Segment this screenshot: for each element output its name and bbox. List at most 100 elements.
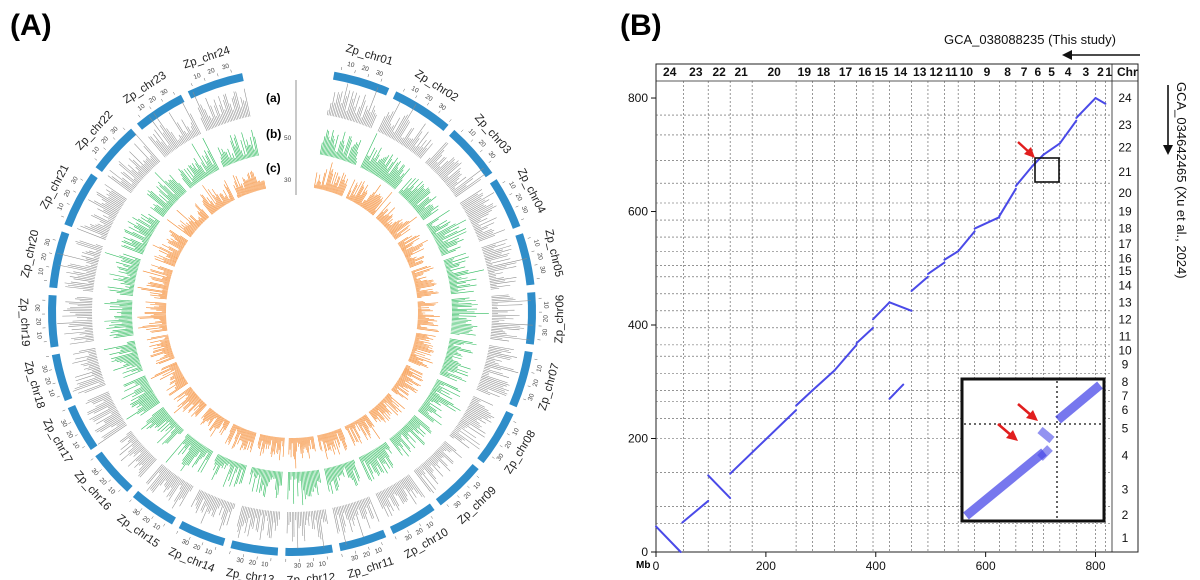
track-a-bar bbox=[89, 224, 109, 233]
track-a-bar bbox=[426, 142, 447, 165]
track-c-bar bbox=[223, 420, 229, 429]
track-b-bar bbox=[392, 436, 409, 457]
top-chr-label: 12 bbox=[930, 65, 944, 79]
track-c-bar bbox=[395, 382, 409, 393]
track-c-bar bbox=[378, 215, 385, 222]
track-c-bar bbox=[361, 416, 366, 422]
track-b-bar bbox=[130, 391, 154, 405]
track-c-bar bbox=[415, 288, 421, 291]
track-c-bar bbox=[405, 252, 413, 257]
track-b-bar bbox=[251, 468, 258, 492]
track-a-bar bbox=[152, 470, 170, 493]
track-b-bar bbox=[162, 207, 168, 213]
track-b-bar bbox=[310, 470, 314, 492]
track-a-bar bbox=[384, 123, 392, 136]
track-c-bar bbox=[350, 423, 362, 444]
track-c-bar bbox=[393, 227, 409, 239]
track-b-bar bbox=[424, 401, 431, 406]
track-c-bar bbox=[302, 437, 305, 450]
tick bbox=[68, 422, 72, 424]
track-a-bar bbox=[93, 214, 113, 224]
track-b-bar bbox=[207, 150, 219, 171]
tick-label: 30 bbox=[350, 554, 359, 563]
track-a-bar bbox=[436, 157, 455, 175]
track-c-bar bbox=[228, 425, 238, 445]
track-b-bar bbox=[250, 144, 254, 157]
tick bbox=[354, 70, 356, 74]
track-a-bar bbox=[181, 135, 186, 143]
track-b-bar bbox=[157, 423, 178, 444]
track-a-bar bbox=[470, 401, 489, 412]
track-c-bar bbox=[416, 328, 439, 332]
track-c-bar bbox=[403, 239, 428, 254]
track-b-bar bbox=[220, 157, 226, 167]
track-a-bar bbox=[463, 414, 480, 425]
track-b-bar bbox=[370, 451, 383, 473]
track-b-bar bbox=[422, 208, 439, 221]
tick bbox=[381, 542, 383, 546]
track-b-bar bbox=[380, 444, 390, 458]
track-c-bar bbox=[414, 279, 433, 285]
track-b-bar bbox=[396, 432, 411, 450]
track-c-bar bbox=[333, 430, 340, 448]
track-b-bar bbox=[191, 143, 211, 175]
track-c-bar bbox=[226, 186, 234, 201]
track-a-bar bbox=[135, 450, 148, 462]
track-b-bar bbox=[147, 193, 169, 212]
track-a-bar bbox=[87, 351, 96, 354]
track-c-bar bbox=[243, 188, 247, 195]
track-c-bar bbox=[244, 431, 252, 450]
track-c-bar bbox=[411, 350, 416, 352]
synteny-segment bbox=[729, 409, 798, 475]
track-b-bar bbox=[450, 290, 474, 295]
track-b-bar bbox=[123, 369, 144, 378]
track-b-bar bbox=[401, 427, 416, 443]
tick-label: 20 bbox=[514, 193, 524, 203]
track-b-bar bbox=[446, 354, 462, 360]
track-a-bar bbox=[478, 229, 506, 241]
track-c-bar bbox=[407, 258, 415, 263]
track-b-bar bbox=[434, 383, 461, 397]
track-c-bar bbox=[347, 424, 350, 429]
track-a-bar bbox=[488, 346, 510, 351]
tick bbox=[94, 158, 98, 161]
track-a-bar bbox=[211, 118, 216, 128]
inset-zoom bbox=[960, 377, 1106, 523]
track-c-bar bbox=[161, 348, 172, 352]
track-a-bar bbox=[349, 503, 355, 520]
track-c-bar bbox=[150, 277, 170, 283]
track-c-bar bbox=[337, 429, 347, 451]
track-c-bar bbox=[233, 427, 243, 448]
track-b-bar bbox=[428, 225, 435, 230]
track-a-bar bbox=[105, 203, 120, 212]
track-c-bar bbox=[365, 194, 377, 210]
x-axis-title: GCA_038088235 (This study) bbox=[944, 32, 1116, 47]
track-c-bar bbox=[198, 216, 204, 223]
track-b-bar bbox=[229, 157, 233, 164]
track-a-bar bbox=[348, 92, 358, 121]
track-a-bar bbox=[190, 113, 201, 135]
track-b-bar bbox=[382, 443, 388, 450]
track-c-bar bbox=[318, 181, 321, 190]
track-a-bar bbox=[411, 146, 416, 152]
scale-tick-label: 30 bbox=[284, 177, 292, 184]
track-a-bar bbox=[64, 330, 93, 335]
track-a-bar bbox=[150, 136, 167, 157]
track-c-bar bbox=[346, 190, 352, 199]
chromosome-label: Zp_chr04 bbox=[515, 167, 548, 216]
track-b-bar bbox=[437, 231, 467, 246]
track-a-bar bbox=[483, 369, 510, 378]
track-b-bar bbox=[413, 204, 418, 209]
track-a-bar bbox=[326, 110, 329, 116]
track-a-bar bbox=[65, 301, 93, 304]
track-c-bar bbox=[326, 433, 332, 451]
track-a-bar bbox=[251, 508, 256, 527]
track-b-bar bbox=[153, 207, 165, 217]
track-c-bar bbox=[408, 358, 428, 367]
track-a-bar bbox=[430, 455, 439, 464]
track-a-bar bbox=[491, 304, 523, 306]
track-b-bar bbox=[227, 148, 234, 164]
track-b-bar bbox=[404, 181, 423, 200]
track-b-bar bbox=[405, 188, 418, 200]
track-a-bar bbox=[404, 138, 412, 148]
